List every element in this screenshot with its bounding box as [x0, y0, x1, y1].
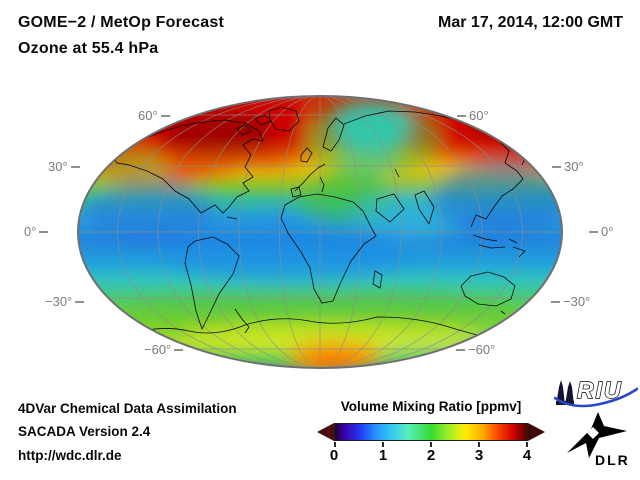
cathedral-icon: [556, 380, 574, 405]
map-svg: [77, 95, 563, 369]
graticule: [78, 96, 562, 368]
colorbar-tick: [382, 442, 384, 447]
lat-label-60s-left: −60°: [144, 342, 184, 357]
dlr-logo: DLR: [567, 412, 630, 468]
lat-tick-icon: [75, 300, 85, 303]
lat-label-0-right: 0°: [589, 224, 613, 239]
colorbar-tick-label-1: 1: [378, 447, 388, 464]
lat-label-0-left: 0°: [24, 224, 49, 239]
world-ozone-map: [77, 95, 563, 369]
lat-tick-icon: [457, 114, 466, 117]
page-header: GOME−2 / MetOp Forecast Ozone at 55.4 hP…: [18, 10, 224, 62]
dlr-text: DLR: [595, 452, 630, 468]
lat-tick-icon: [70, 165, 80, 168]
footer-version: SACADA Version 2.4: [18, 424, 151, 439]
colorbar-tick-label-3: 3: [474, 447, 484, 464]
colorbar-tick-label-4: 4: [522, 447, 532, 464]
colorbar-overflow-arrow-icon: [528, 423, 545, 441]
lat-label-60n-left: 60°: [138, 108, 170, 123]
lat-label-60s-right: −60°: [456, 342, 495, 357]
dlr-star-hole: [587, 427, 599, 439]
colorbar-tick: [526, 442, 528, 447]
lat-tick-icon: [174, 348, 184, 351]
colorbar-underflow-arrow-icon: [317, 423, 334, 441]
lat-label-30n-left: 30°: [48, 159, 80, 174]
lat-label-60n-right: 60°: [457, 108, 489, 123]
colorbar-tick: [334, 442, 336, 447]
riu-wave: [554, 387, 638, 408]
colorbar-tick: [430, 442, 432, 447]
page-subtitle: Ozone at 55.4 hPa: [18, 40, 159, 57]
lat-tick-icon: [552, 165, 561, 168]
map-outline: [77, 95, 563, 369]
colorbar-tick-label-0: 0: [329, 447, 339, 464]
colorbar-tick: [478, 442, 480, 447]
colorbar-title: Volume Mixing Ratio [ppmv]: [340, 399, 522, 414]
lat-tick-icon: [160, 114, 170, 117]
lat-tick-icon: [551, 300, 560, 303]
timestamp: Mar 17, 2014, 12:00 GMT: [438, 14, 623, 31]
colorbar-gradient: [334, 423, 528, 441]
lat-label-30s-right: −30°: [551, 294, 590, 309]
lat-label-30n-right: 30°: [552, 159, 584, 174]
colorbar-tick-label-2: 2: [426, 447, 436, 464]
footer-url: http://wdc.dlr.de: [18, 448, 122, 463]
lat-tick-icon: [39, 230, 49, 233]
footer-assimilation: 4DVar Chemical Data Assimilation: [18, 401, 237, 416]
lat-tick-icon: [456, 348, 465, 351]
riu-logo: RIU: [554, 377, 638, 408]
lat-label-30s-left: −30°: [45, 294, 85, 309]
lat-tick-icon: [589, 230, 598, 233]
page-title: GOME−2 / MetOp Forecast: [18, 14, 224, 31]
